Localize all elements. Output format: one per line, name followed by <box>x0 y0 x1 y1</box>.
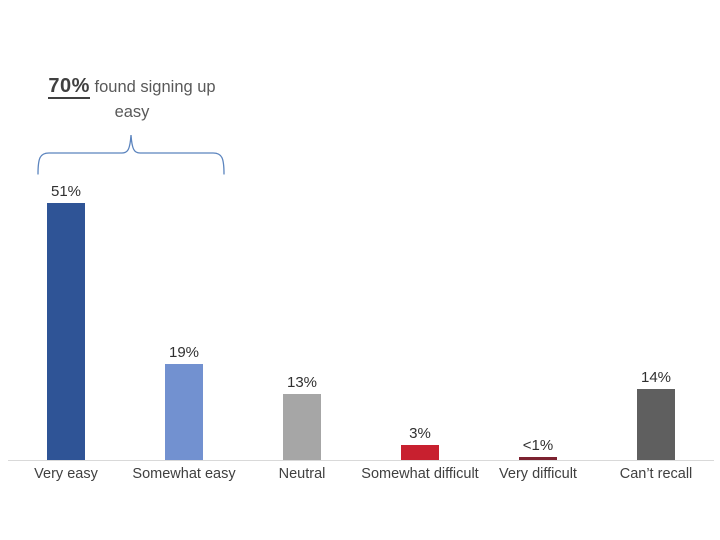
bar <box>165 364 203 460</box>
bar <box>47 203 85 460</box>
bar-value-label: 19% <box>168 344 200 361</box>
category-label: Very easy <box>34 466 98 482</box>
category-label: Somewhat easy <box>132 466 236 482</box>
curly-brace-icon <box>37 134 225 175</box>
bar-value-label: 51% <box>50 183 82 200</box>
bar-value-label: <1% <box>522 437 554 454</box>
bar-value-label: 3% <box>409 425 431 442</box>
bar-slot: 14% <box>597 0 715 460</box>
bar-slot: 13% <box>243 0 361 460</box>
headline-text: found signing up easy <box>89 78 216 121</box>
bar <box>401 445 439 460</box>
headline-stat: 70% <box>48 75 90 99</box>
bar-slot: 19% <box>125 0 243 460</box>
bar-slot: 3% <box>361 0 479 460</box>
bar <box>283 394 321 460</box>
bar <box>519 457 557 460</box>
x-axis-line <box>8 460 714 461</box>
category-label: Can’t recall <box>619 466 693 482</box>
category-label: Very difficult <box>499 466 577 482</box>
bar-value-label: 14% <box>640 369 672 386</box>
bar-slot: <1% <box>479 0 597 460</box>
bar-value-label: 13% <box>286 374 318 391</box>
category-label: Somewhat difficult <box>361 466 479 482</box>
category-label: Neutral <box>278 466 326 482</box>
annotation-headline: 70% found signing up easy <box>34 72 230 125</box>
bar-slot: 51% <box>7 0 125 460</box>
bar <box>637 389 675 460</box>
